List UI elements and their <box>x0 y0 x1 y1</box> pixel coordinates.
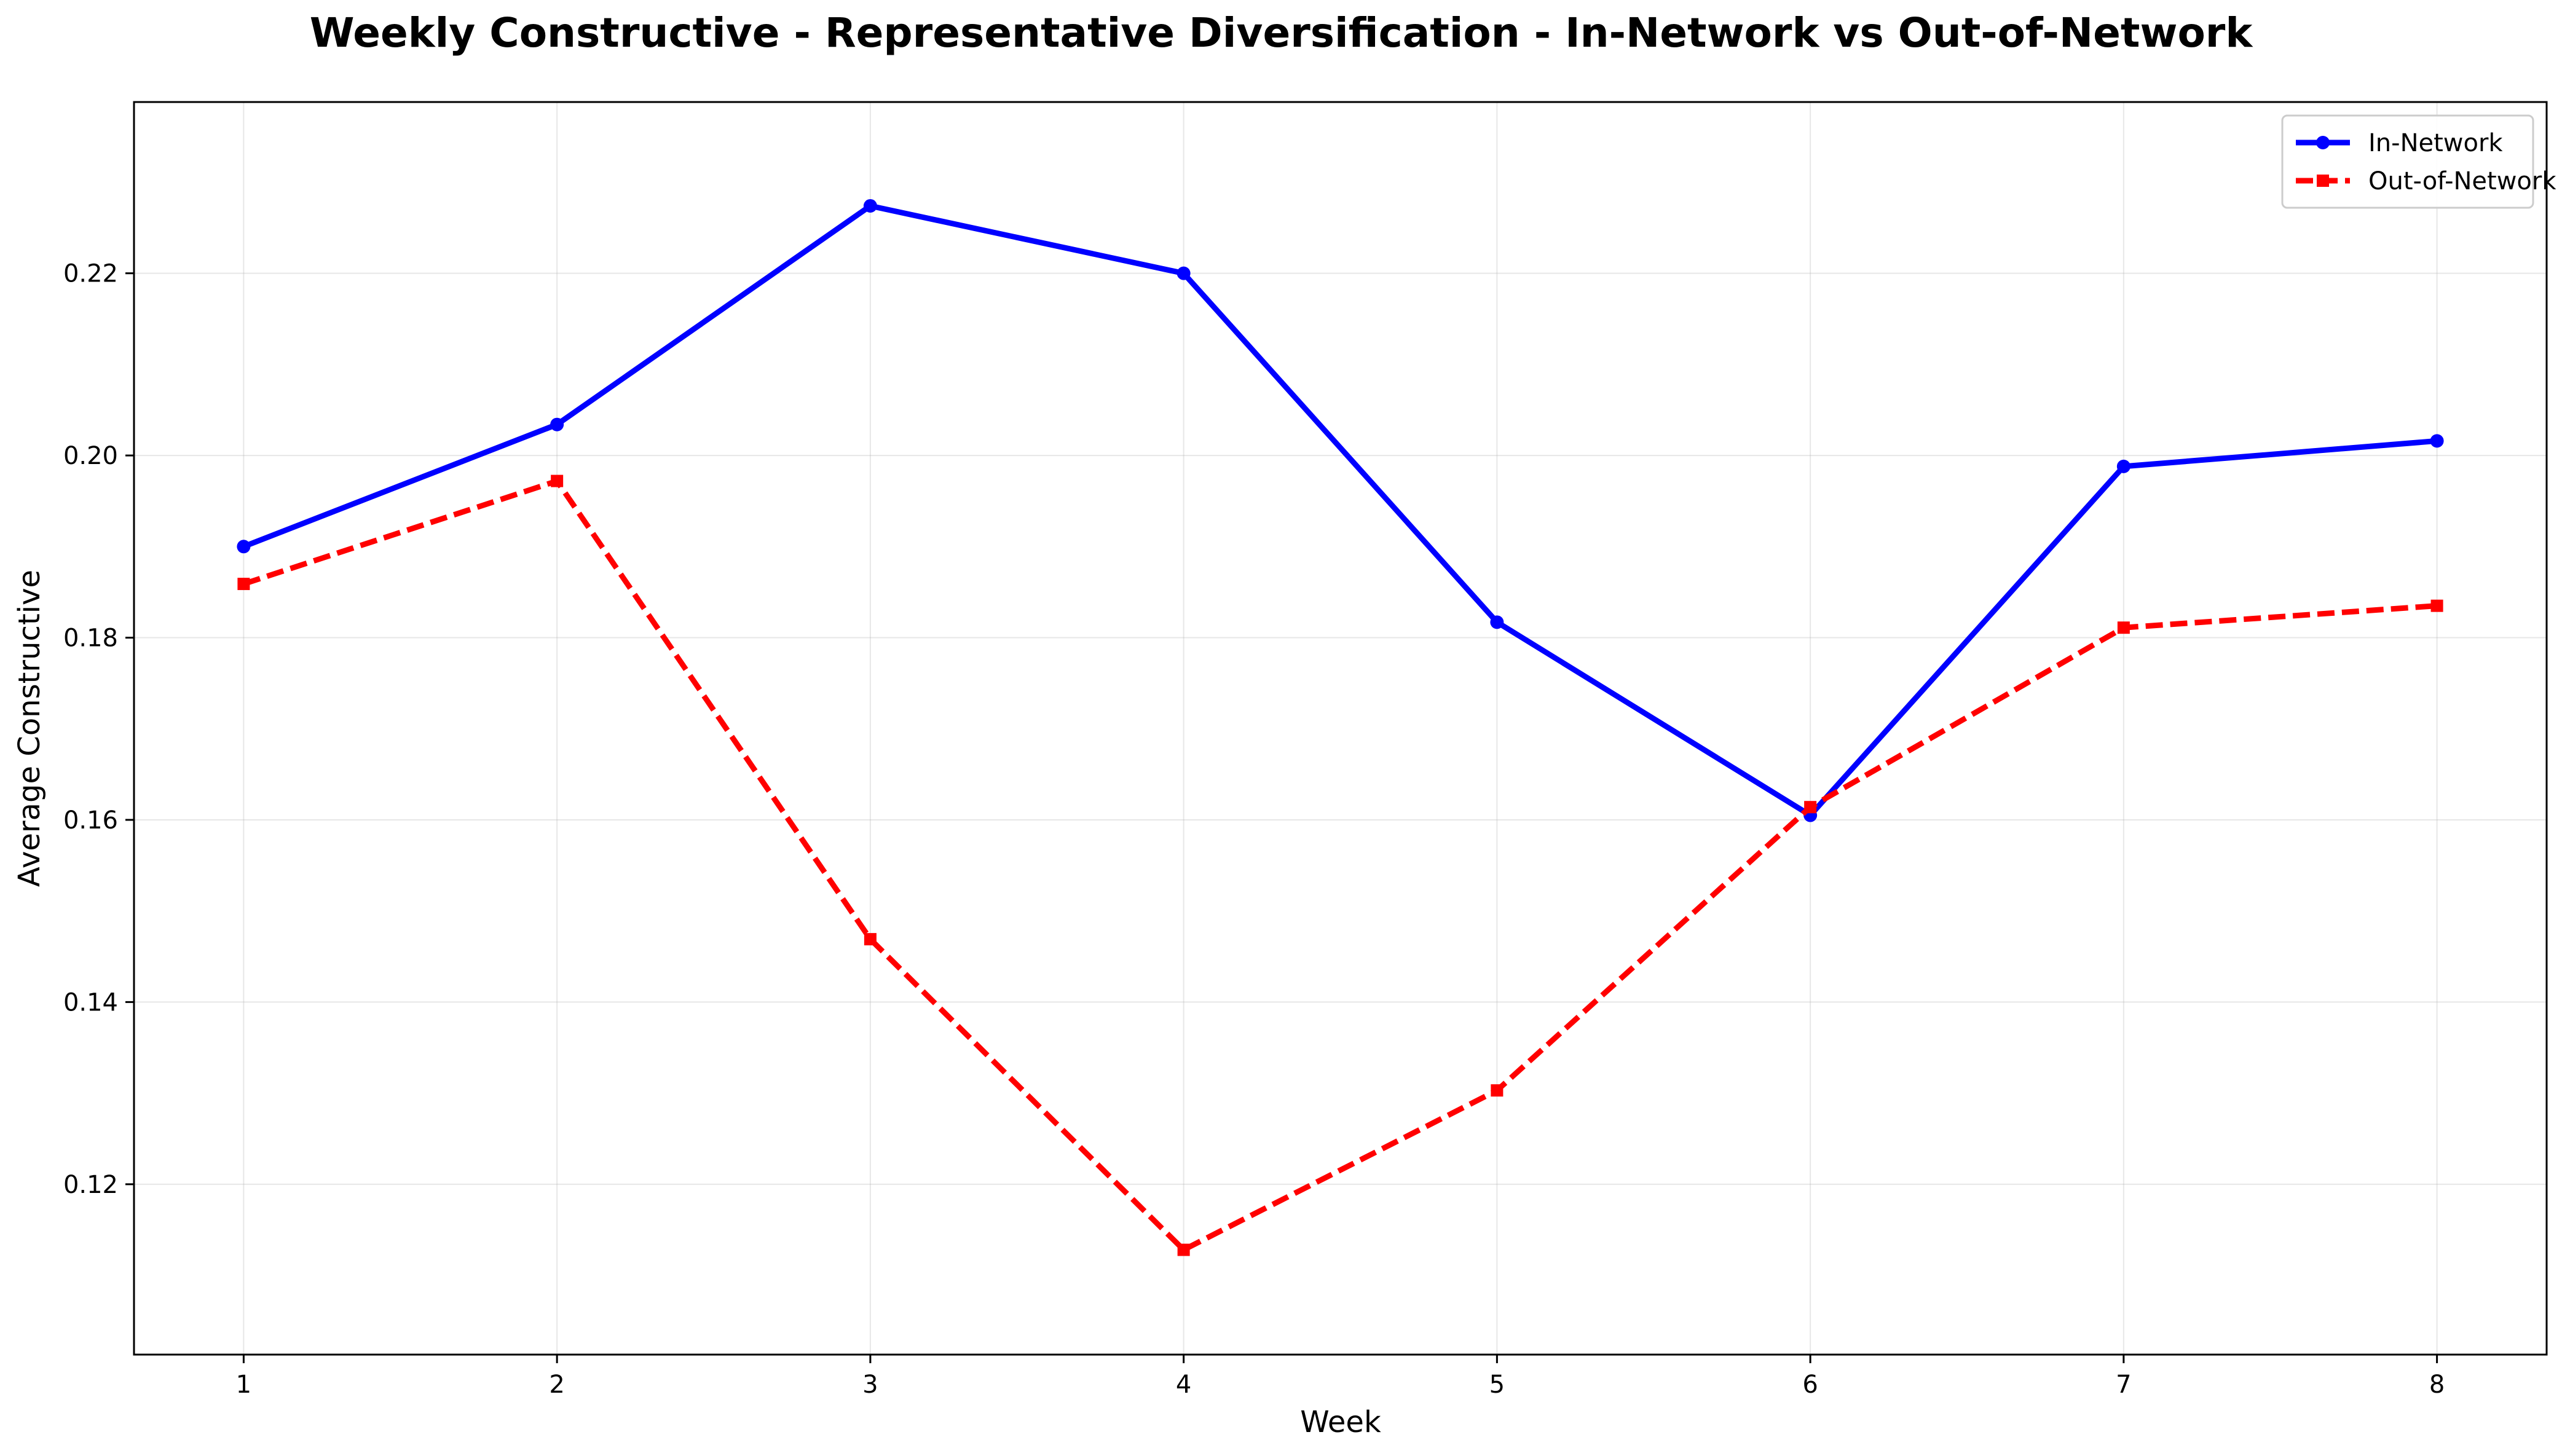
data-point-out-of-network <box>1177 1243 1190 1256</box>
data-point-in-network <box>2116 459 2130 473</box>
data-point-out-of-network <box>864 933 877 946</box>
y-tick-label: 0.18 <box>63 624 118 653</box>
axis-ticks: 1 2 3 4 5 6 7 8 0.12 0.14 0.16 0.18 0.20 0.22 <box>63 260 2445 1399</box>
data-point-in-network <box>1490 615 1504 629</box>
data-point-out-of-network <box>1804 801 1817 814</box>
x-tick-label: 3 <box>862 1371 878 1399</box>
data-point-in-network <box>863 199 877 213</box>
data-point-out-of-network <box>1491 1084 1504 1097</box>
y-tick-label: 0.16 <box>63 806 118 835</box>
legend-label-out-of-network: Out-of-Network <box>2368 167 2556 195</box>
data-point-out-of-network <box>2117 621 2130 634</box>
legend-box <box>2281 114 2534 209</box>
x-tick-label: 7 <box>2116 1371 2131 1399</box>
data-point-in-network <box>1177 266 1191 280</box>
y-tick-label: 0.12 <box>63 1171 118 1199</box>
legend-marker-out-of-network <box>2317 175 2329 187</box>
series-line-out-of-network <box>242 478 2437 1253</box>
y-tick-label: 0.22 <box>63 260 118 288</box>
x-tick-label: 5 <box>1489 1371 1505 1399</box>
data-point-in-network <box>2430 434 2444 448</box>
series-line-in-network <box>240 203 2440 818</box>
x-tick-label: 1 <box>236 1371 251 1399</box>
y-tick-label: 0.14 <box>63 988 118 1017</box>
grid <box>134 102 2547 1355</box>
legend-label-in-network: In-Network <box>2368 129 2503 157</box>
data-point-in-network <box>550 417 564 431</box>
y-tick-label: 0.20 <box>63 442 118 470</box>
y-axis-label: Average Constructive <box>12 570 47 887</box>
x-tick-label: 8 <box>2429 1371 2445 1399</box>
x-tick-label: 4 <box>1176 1371 1191 1399</box>
x-axis-label: Week <box>1300 1405 1381 1439</box>
chart-title: Weekly Constructive - Representative Div… <box>310 9 2254 57</box>
x-tick-label: 6 <box>1802 1371 1818 1399</box>
series <box>237 199 2444 1256</box>
legend: In-Network Out-of-Network <box>2281 114 2556 209</box>
plot-frame <box>133 101 2548 1356</box>
legend-marker-in-network <box>2316 136 2330 149</box>
x-tick-label: 2 <box>549 1371 564 1399</box>
data-point-out-of-network <box>2430 599 2443 612</box>
data-point-out-of-network <box>551 474 564 487</box>
data-point-in-network <box>237 540 251 554</box>
data-point-out-of-network <box>237 578 250 591</box>
